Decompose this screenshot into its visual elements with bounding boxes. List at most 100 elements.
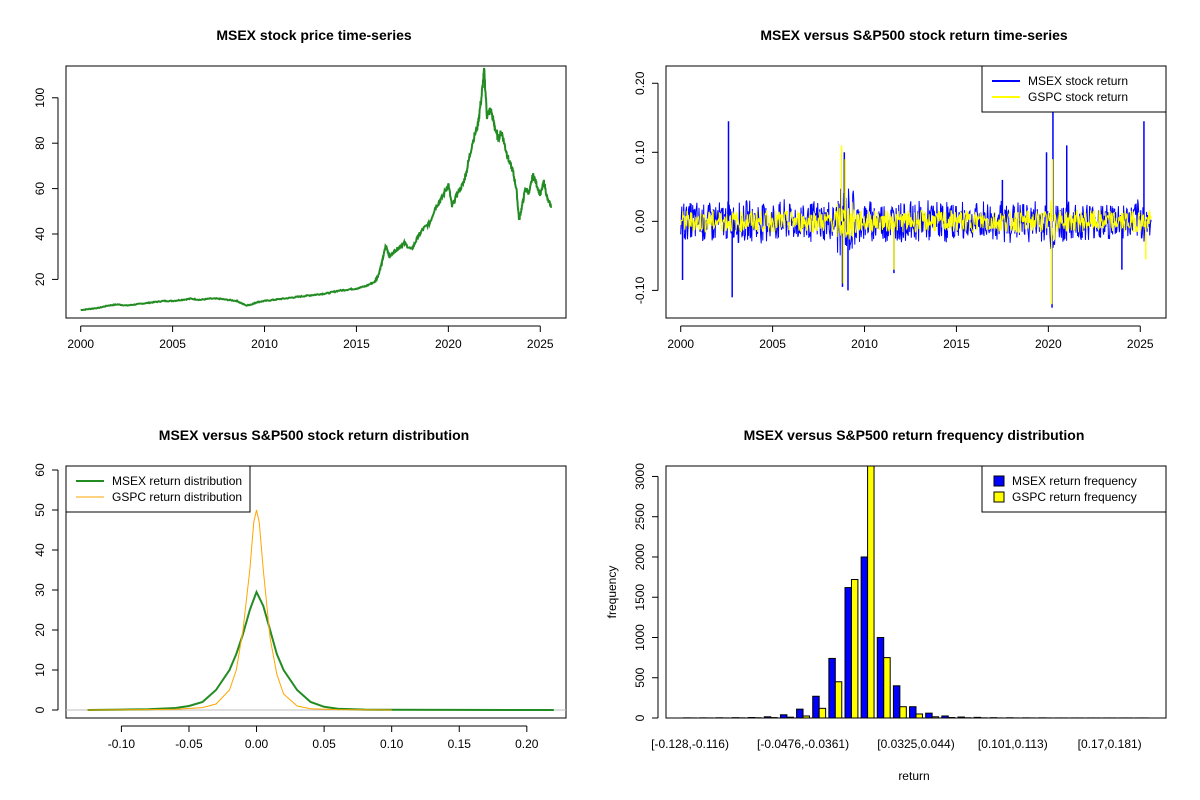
chart-4-x-tick-label: [-0.0476,-0.0361) [757,737,849,751]
chart-3-plot: -0.10 -0.05 0.00 0.05 0.10 0.15 0.20 0 10 20 30 40 5… [33,463,567,751]
chart-3-title: MSEX versus S&P500 stock return distribu… [159,427,469,443]
chart-4-bar-gspc [867,465,875,719]
chart-2-x-tick-label: 2020 [1035,337,1062,351]
chart-4-y-tick-label: 500 [633,667,647,687]
chart-2-series-msex-line [680,188,1152,256]
chart-3-y-tick-label: 10 [33,663,47,677]
chart-1-title: MSEX stock price time-series [216,27,412,43]
chart-4-plot: 0 500 1000 1500 2000 2500 3000 [-0.128,-0.116) [… [633,463,1167,751]
chart-1-x-tick-label: 2000 [67,337,94,351]
chart-2-plot-frame [665,65,1167,319]
chart-4-y-tick-label: 3000 [633,463,647,490]
chart-4-title: MSEX versus S&P500 return frequency dist… [744,427,1085,443]
chart-3-legend-label: GSPC return distribution [112,490,242,504]
chart-4-bar-gspc [883,657,891,719]
chart-4-bar-msex [941,715,949,719]
chart-3-x-tick-label: 0.05 [312,737,336,751]
chart-3-y-tick-label: 20 [33,623,47,637]
chart-1-y-tick-label: 40 [33,227,47,241]
chart-3-series-msex-line [87,589,554,711]
chart-2-title: MSEX versus S&P500 stock return time-ser… [760,27,1068,43]
chart-4-bar-msex [860,556,869,719]
chart-4-bar-msex [828,657,836,719]
chart-3-series-gspc-line [87,509,392,711]
chart-4-y-tick-label: 1500 [633,584,647,611]
chart-1-x-tick-label: 2015 [343,337,370,351]
chart-1-y-tick-label: 20 [33,272,47,286]
chart-4-legend-box [981,465,1167,513]
chart-1-y-tick-label: 60 [33,182,47,196]
chart-2-x-tick-label: 2005 [759,337,786,351]
chart-1-y-tick-label: 80 [33,136,47,150]
chart-3-y-tick-label: 0 [33,706,47,713]
chart-4-legend-label: MSEX return frequency [1012,474,1137,488]
chart-4-legend-swatch [993,491,1005,503]
chart-4-bar-msex [892,685,901,719]
chart-3-y-tick-label: 60 [33,463,47,477]
chart-1-x-tick-label: 2005 [159,337,186,351]
chart-4-bar-msex [763,716,772,719]
chart-2-y-tick-label: 0.00 [633,209,647,233]
chart-4-bar-gspc [786,716,794,719]
chart-4-bar-gspc [899,706,907,719]
chart-2-legend-label: GSPC stock return [1028,90,1128,104]
chart-4-y-tick-label: 2000 [633,543,647,570]
chart-4-bar-gspc [850,579,859,719]
chart-4-bar-msex [796,708,804,719]
chart-4-bar-gspc [931,716,940,719]
chart-3-plot-frame [65,465,567,719]
chart-3-x-tick-label: -0.05 [175,737,203,751]
chart-4-bar-gspc [818,707,827,719]
chart-4-bar-msex [909,706,917,719]
chart-2-x-tick-label: 2010 [851,337,878,351]
chart-4-x-tick-label: [0.17,0.181) [1078,737,1142,751]
chart-4-legend-swatch [993,475,1005,487]
chart-1-x-tick-label: 2010 [251,337,278,351]
chart-4-xlabel: return [898,769,929,783]
chart-2-y-tick-label: 0.10 [633,140,647,164]
chart-4-ylabel: frequency [605,566,619,619]
chart-4-bar-gspc [915,713,923,719]
chart-3-x-tick-label: -0.10 [108,737,136,751]
chart-2-y-tick-label: -0.10 [633,276,647,304]
chart-3-x-tick-label: 0.10 [380,737,404,751]
chart-4-x-tick-label: [0.0325,0.044) [877,737,954,751]
chart-4-bar-msex [779,714,788,719]
chart-2-y-tick-label: 0.20 [633,71,647,95]
chart-1-plot-frame [65,65,567,319]
chart-4-bar-gspc [802,715,810,719]
chart-4-y-tick-label: 2500 [633,503,647,530]
chart-2-legend-box [981,65,1167,113]
chart-4-bar-gspc [834,681,843,719]
chart-4-bar-msex [844,587,852,719]
chart-4-bar-msex [957,716,965,719]
chart-4-y-tick-label: 1000 [633,624,647,651]
chart-2-series-gspc-line [680,200,1152,240]
chart-4-legend-label: GSPC return frequency [1012,490,1137,504]
chart-3-legend-box [65,465,251,513]
chart-3-x-tick-label: 0.20 [515,737,539,751]
chart-1-x-tick-label: 2020 [435,337,462,351]
chart-3-y-tick-label: 40 [33,543,47,557]
chart-4-bar-msex [925,712,933,719]
chart-2-plot: 2000 2005 2010 2015 2020 2025 -0.10 0.00 0.10 0.2… [633,65,1167,351]
chart-1-y-tick-label: 100 [33,87,47,107]
chart-4-y-tick-label: 0 [633,714,647,721]
chart-4-bar-msex [876,636,885,719]
chart-2-legend-label: MSEX stock return [1028,74,1128,88]
chart-3-x-tick-label: 0.00 [245,737,269,751]
chart-3-legend-label: MSEX return distribution [112,474,242,488]
chart-3-y-tick-label: 30 [33,583,47,597]
chart-4-x-tick-label: [-0.128,-0.116) [651,737,729,751]
chart-3-x-tick-label: 0.15 [448,737,472,751]
chart-1-x-tick-label: 2025 [527,337,554,351]
chart-4-bar-msex [812,695,820,719]
chart-4-bar-msex [973,716,982,719]
chart-1-plot: 2000 2005 2010 2015 2020 2025 20 40 60 80 100 [33,65,567,351]
chart-1-series-line [80,67,553,312]
chart-2-x-tick-label: 2000 [667,337,694,351]
chart-2-x-tick-label: 2015 [943,337,970,351]
chart-2-x-tick-label: 2025 [1127,337,1154,351]
chart-3-y-tick-label: 50 [33,503,47,517]
